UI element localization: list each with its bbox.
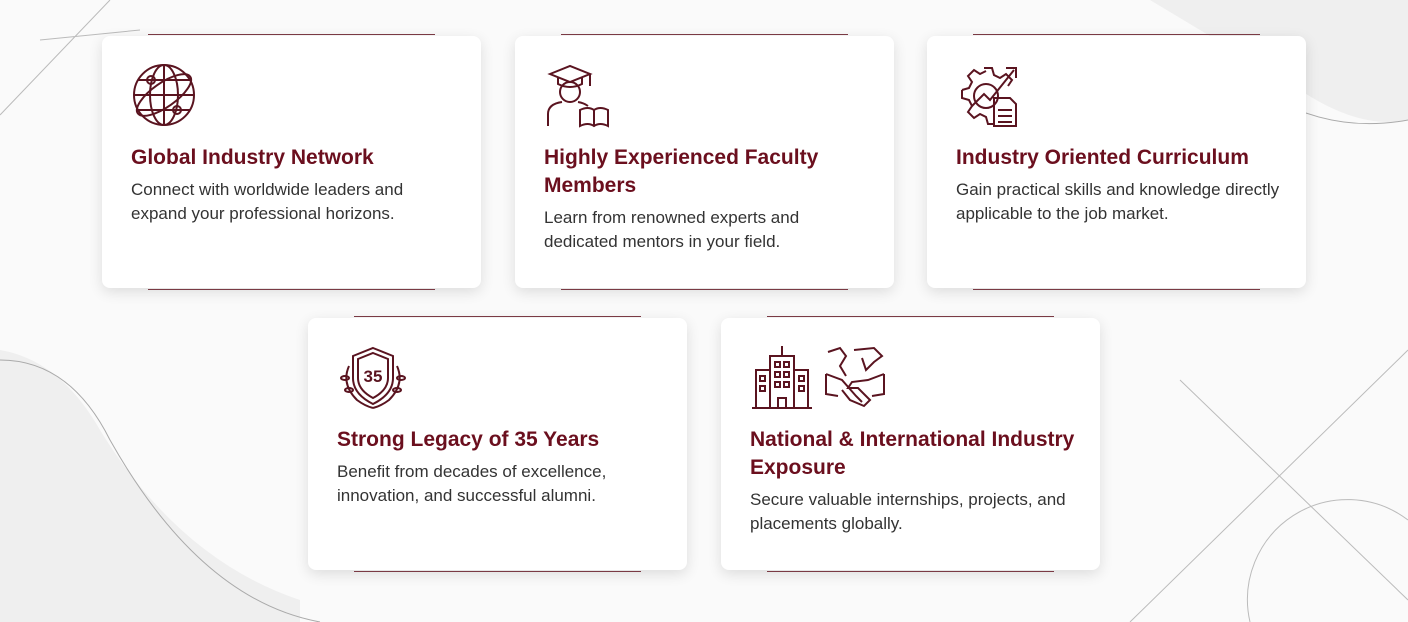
card-description: Secure valuable internships, projects, a… — [750, 490, 1066, 533]
globe-network-icon — [131, 62, 459, 128]
gear-growth-document-icon — [956, 62, 1284, 128]
feature-card-faculty: Highly Experienced Faculty Members Learn… — [515, 34, 894, 290]
card-description: Learn from renowned experts and dedicate… — [544, 208, 800, 251]
card-title: National & International Industry Exposu… — [750, 428, 1075, 479]
card-description: Benefit from decades of excellence, inno… — [337, 462, 607, 505]
card-title: Strong Legacy of 35 Years — [337, 428, 600, 451]
card-description: Connect with worldwide leaders and expan… — [131, 180, 404, 223]
card-title: Highly Experienced Faculty Members — [544, 146, 819, 197]
legacy-badge-number: 35 — [364, 367, 383, 386]
card-title: Global Industry Network — [131, 146, 374, 169]
graduate-reading-icon — [544, 62, 872, 128]
feature-card-legacy: 35 Strong Legacy of 35 Years Benefit fro… — [308, 316, 687, 572]
building-handshake-icon — [750, 344, 1078, 410]
feature-card-global-network: Global Industry Network Connect with wor… — [102, 34, 481, 290]
card-description: Gain practical skills and knowledge dire… — [956, 180, 1280, 223]
shield-laurel-icon: 35 — [337, 344, 665, 410]
feature-card-exposure: National & International Industry Exposu… — [721, 316, 1100, 572]
card-title: Industry Oriented Curriculum — [956, 146, 1249, 169]
feature-card-curriculum: Industry Oriented Curriculum Gain practi… — [927, 34, 1306, 290]
